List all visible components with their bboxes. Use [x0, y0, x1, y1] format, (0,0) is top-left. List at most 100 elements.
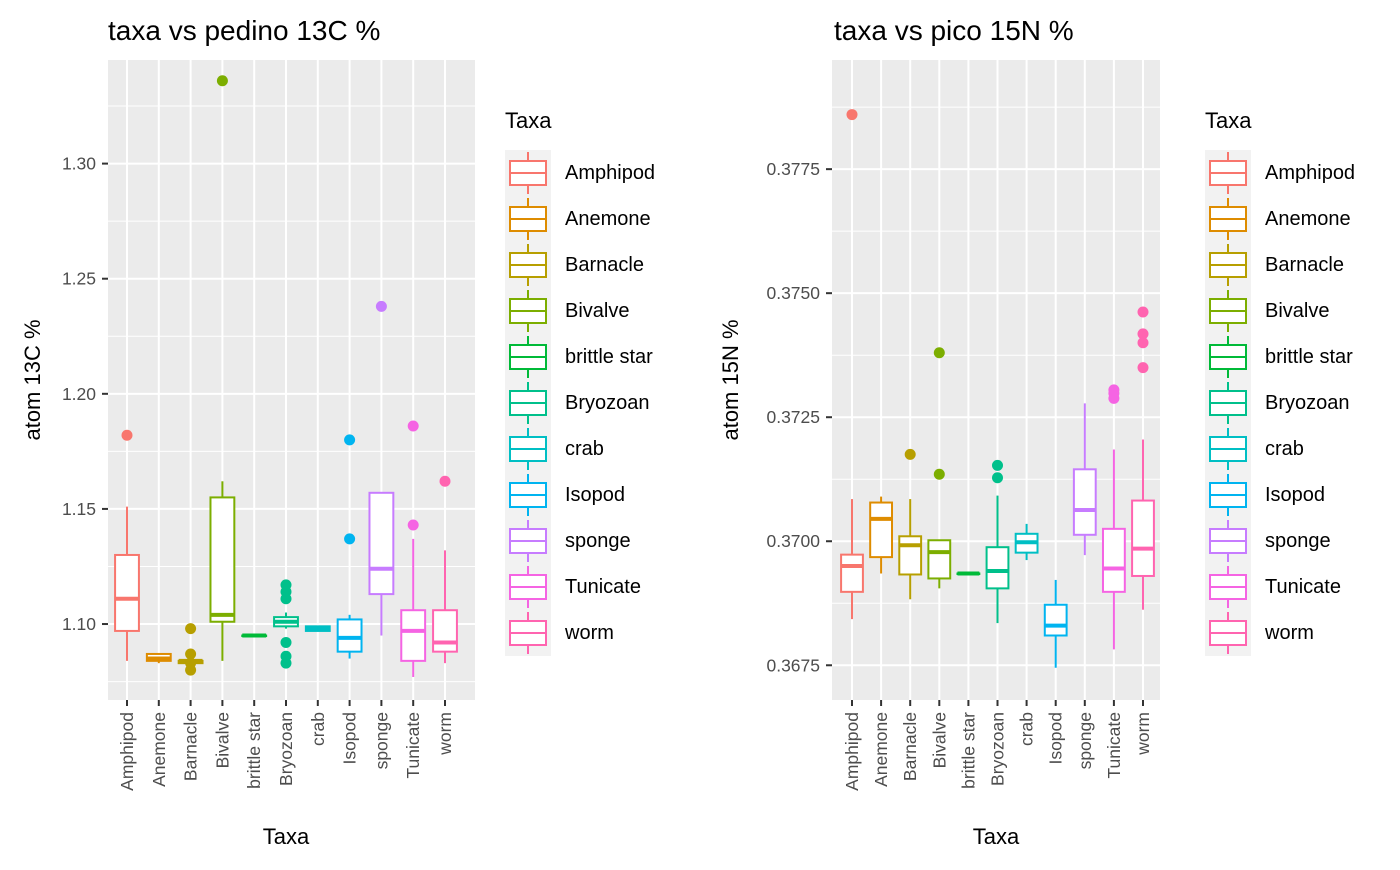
iqr-box — [927, 539, 952, 580]
box-bivalve — [209, 75, 236, 661]
outlier-point — [407, 519, 419, 531]
legend-item: brittle star — [1205, 334, 1353, 380]
box-crab — [1014, 523, 1039, 561]
legend-label: Barnacle — [565, 254, 644, 276]
chart-pedino-13c: taxa vs pedino 13C % 1.10 1.15 1.20 1.25 1.3… — [20, 15, 655, 849]
legend-title: Taxa — [505, 108, 552, 133]
legend-label: brittle star — [1265, 346, 1353, 368]
box-series — [114, 75, 458, 677]
legend-item: sponge — [505, 518, 631, 564]
legend-item: Anemone — [505, 196, 651, 242]
outlier-point — [280, 636, 292, 648]
legend-label: Bryozoan — [565, 392, 650, 414]
legend-item: Tunicate — [1205, 564, 1341, 610]
outlier-point — [121, 429, 133, 441]
x-tick-label: worm — [435, 712, 455, 756]
iqr-box — [1131, 499, 1155, 577]
outlier-point — [185, 648, 197, 660]
box-amphipod — [840, 109, 864, 620]
box-series — [840, 109, 1155, 668]
legend-label: Anemone — [565, 208, 651, 230]
x-axis-title: Taxa — [973, 824, 1020, 849]
x-tick-label: Bryozoan — [276, 712, 296, 786]
outlier-point — [992, 459, 1003, 471]
legend-item: sponge — [1205, 518, 1331, 564]
legend-item: Amphipod — [1205, 150, 1355, 196]
box-anemone — [145, 652, 172, 664]
x-tick-label: brittle star — [958, 712, 978, 789]
legend: Taxa Amphipod Anemone Barnacle Bivalve britt… — [505, 108, 655, 656]
legend-item: Anemone — [1205, 196, 1351, 242]
box-worm — [432, 475, 458, 664]
y-axis-title: atom 13C % — [20, 319, 45, 440]
x-tick-label: sponge — [371, 712, 391, 769]
iqr-box — [368, 491, 395, 596]
box-bivalve — [927, 347, 952, 589]
y-tick-label: 0.3725 — [766, 407, 820, 427]
x-tick-label: Amphipod — [842, 712, 862, 791]
chart-pico-15n: taxa vs pico 15N % 0.36750.37000.37250.3… — [718, 15, 1355, 849]
legend-label: Amphipod — [1265, 162, 1355, 184]
outlier-point — [280, 593, 292, 605]
iqr-box — [985, 546, 1010, 590]
y-tick-label: 0.3700 — [766, 531, 820, 551]
outlier-point — [904, 448, 916, 460]
iqr-box — [1072, 468, 1097, 536]
iqr-box — [209, 496, 236, 623]
outlier-point — [846, 109, 858, 121]
x-tick-label: Isopod — [1046, 712, 1066, 765]
y-tick-label: 1.25 — [62, 269, 96, 289]
legend-item: Bryozoan — [505, 380, 650, 426]
legend-label: Isopod — [1265, 484, 1325, 506]
box-tunicate — [1101, 384, 1126, 650]
y-axis: 0.3675 0.3700 0.3725 0.3750 0.3775 — [766, 159, 832, 675]
iqr-box — [400, 609, 427, 662]
plot-panel — [108, 60, 475, 700]
legend-label: crab — [1265, 438, 1304, 460]
y-tick-label: 1.15 — [62, 499, 96, 519]
legend-label: Bivalve — [565, 300, 629, 322]
legend-label: worm — [564, 622, 614, 644]
x-tick-label: Bryozoan — [988, 712, 1008, 786]
legend-item: brittle star — [505, 334, 653, 380]
legend-label: Amphipod — [565, 162, 655, 184]
x-tick-label: crab — [1017, 712, 1037, 746]
x-tick-label: Isopod — [340, 712, 360, 765]
y-axis: 1.10 1.15 1.20 1.25 1.30 — [62, 154, 108, 634]
box-sponge — [1072, 403, 1097, 556]
legend-label: brittle star — [565, 346, 653, 368]
iqr-box — [898, 535, 923, 576]
x-tick-label: Bivalve — [212, 712, 232, 768]
legend-item: worm — [505, 610, 614, 656]
legend-item: Barnacle — [1205, 242, 1344, 288]
y-tick-label: 0.3775 — [766, 159, 820, 179]
y-tick-label: 0.3750 — [766, 283, 820, 303]
x-tick-label: worm — [1133, 712, 1153, 756]
iqr-box — [869, 501, 894, 559]
iqr-box — [1043, 603, 1068, 637]
chart-title: taxa vs pedino 13C % — [108, 15, 380, 46]
box-amphipod — [114, 429, 140, 661]
legend-item: crab — [505, 426, 604, 472]
y-tick-label: 0.3675 — [766, 655, 820, 675]
box-worm — [1131, 306, 1155, 610]
legend-label: sponge — [565, 530, 631, 552]
x-tick-label: Barnacle — [900, 712, 920, 781]
legend-item: crab — [1205, 426, 1304, 472]
legend-item: Barnacle — [505, 242, 644, 288]
x-axis: Amphipod Anemone Barnacle Bivalve brittle st… — [117, 700, 455, 791]
box-anemone — [869, 496, 894, 574]
legend: Taxa Amphipod Anemone Barnacle Bivalve britt… — [1205, 108, 1355, 656]
box-bryozoan — [985, 459, 1010, 624]
x-tick-label: Tunicate — [403, 712, 423, 778]
x-tick-label: Tunicate — [1104, 712, 1124, 778]
outlier-point — [1137, 337, 1149, 349]
legend-item: Isopod — [505, 472, 625, 518]
x-tick-label: Barnacle — [181, 712, 201, 781]
plot-panel — [832, 60, 1160, 700]
legend-label: Barnacle — [1265, 254, 1344, 276]
legend-item: Amphipod — [505, 150, 655, 196]
x-tick-label: Anemone — [871, 712, 891, 787]
legend-label: crab — [565, 438, 604, 460]
